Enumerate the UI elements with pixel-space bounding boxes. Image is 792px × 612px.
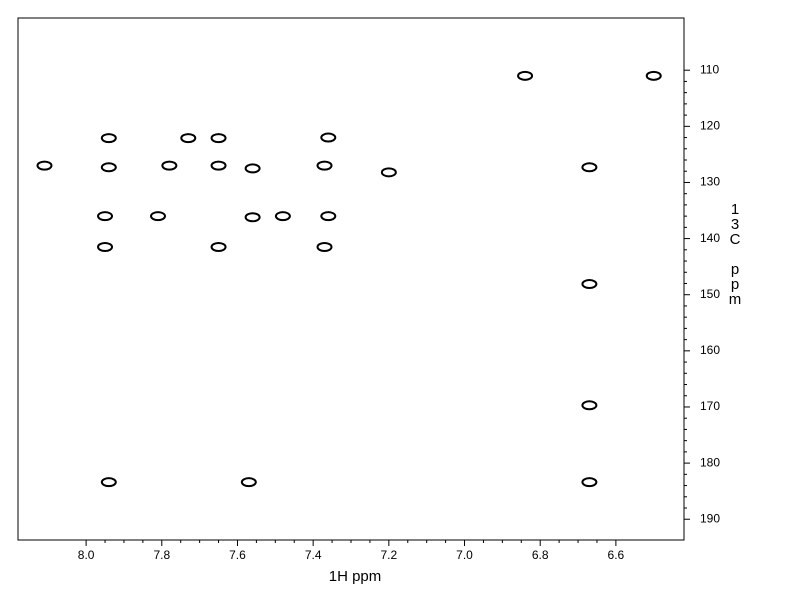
cross-peak	[36, 160, 53, 171]
cross-peak	[210, 133, 227, 144]
x-tick-label: 7.6	[229, 548, 246, 562]
x-tick-label: 7.2	[380, 548, 397, 562]
y-tick-label: 160	[700, 343, 720, 357]
cross-peak	[180, 133, 197, 144]
cross-peak	[581, 162, 598, 173]
y-tick-label: 140	[700, 231, 720, 245]
y-tick-label: 170	[700, 399, 720, 413]
x-tick-label: 7.0	[456, 548, 473, 562]
cross-peak	[320, 132, 337, 143]
x-tick-label: 7.8	[153, 548, 170, 562]
y-tick-label: 180	[700, 455, 720, 469]
x-tick-label: 7.4	[305, 548, 322, 562]
cross-peak	[645, 70, 662, 81]
cross-peak	[244, 212, 261, 223]
x-tick-label: 8.0	[78, 548, 95, 562]
y-tick-label: 190	[700, 511, 720, 525]
cross-peak	[517, 70, 534, 81]
cross-peak	[100, 162, 117, 173]
cross-peak	[97, 242, 114, 253]
y-tick-label: 150	[700, 287, 720, 301]
y-tick-label: 120	[700, 119, 720, 133]
cross-peak	[316, 160, 333, 171]
y-tick-label: 130	[700, 175, 720, 189]
cross-peak	[161, 160, 178, 171]
x-axis-title: 1H ppm	[329, 568, 382, 585]
cross-peak	[210, 242, 227, 253]
cross-peak	[97, 211, 114, 222]
x-tick-label: 6.8	[532, 548, 549, 562]
cross-peak	[100, 133, 117, 144]
cross-peak	[210, 160, 227, 171]
cross-peak	[581, 477, 598, 488]
cross-peak	[150, 211, 167, 222]
y-tick-label: 110	[700, 62, 719, 76]
cross-peak	[244, 163, 261, 174]
cross-peak	[581, 400, 598, 411]
x-tick-label: 6.6	[608, 548, 625, 562]
cross-peak	[581, 279, 598, 290]
cross-peak	[100, 477, 117, 488]
plot-frame	[17, 17, 685, 541]
cross-peak	[240, 477, 257, 488]
cross-peak	[316, 242, 333, 253]
cross-peak	[380, 167, 397, 178]
cross-peak	[274, 211, 291, 222]
cross-peak	[320, 211, 337, 222]
